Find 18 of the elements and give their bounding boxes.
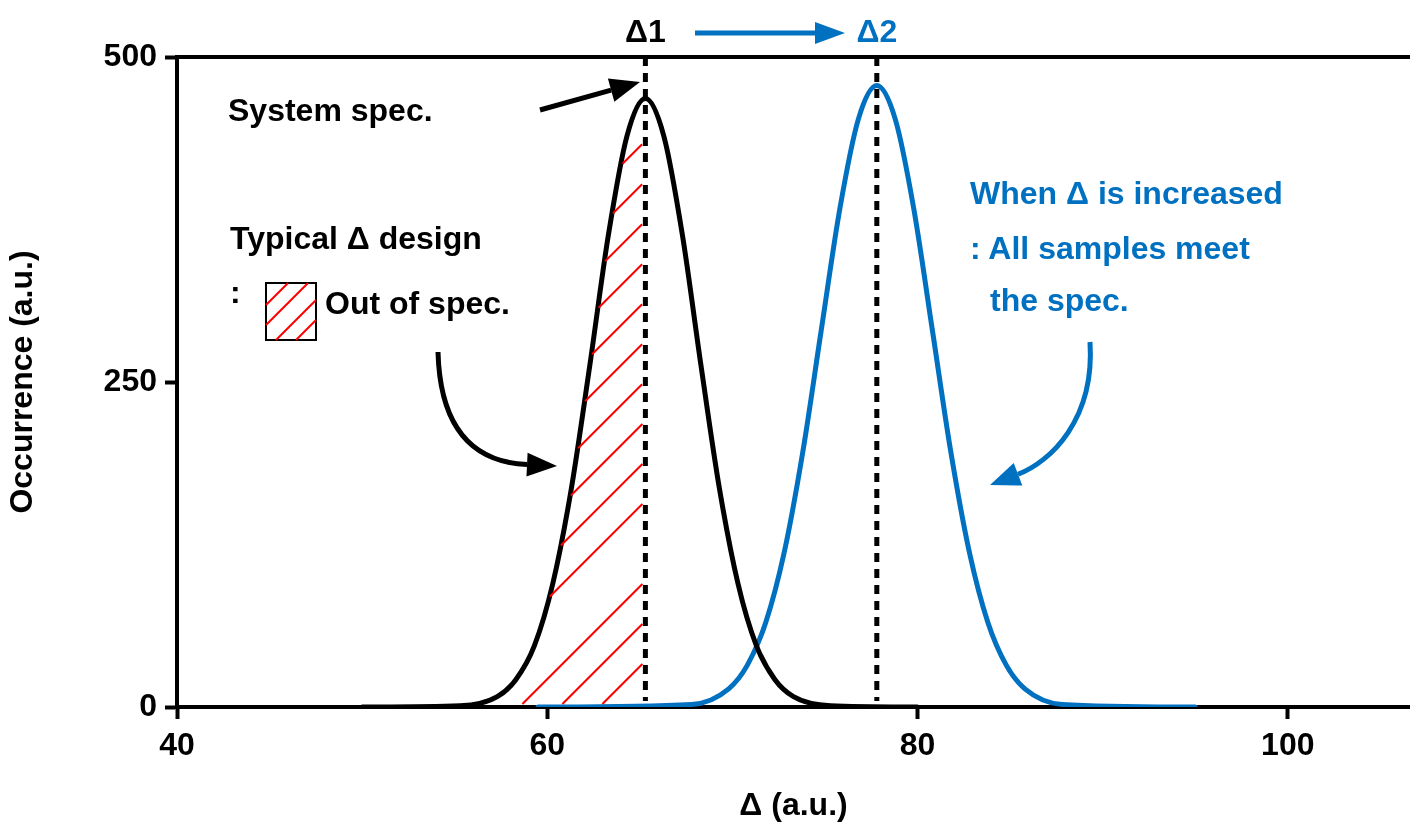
x-tick-label: 100 — [1261, 726, 1315, 763]
ref-line-label: Δ1 — [624, 12, 666, 49]
annotation: When Δ is increased — [970, 174, 1283, 211]
x-axis-title: Δ (a.u.) — [739, 785, 848, 822]
annotation: Out of spec. — [325, 284, 510, 321]
y-axis-title: Occurrence (a.u.) — [3, 250, 40, 514]
annotation: Typical Δ design — [230, 219, 482, 256]
annotation: : All samples meet — [970, 229, 1251, 266]
y-tick-label: 250 — [103, 361, 157, 398]
annotation: : — [230, 273, 241, 310]
annotation: the spec. — [990, 281, 1129, 318]
annotation: System spec. — [228, 91, 433, 128]
x-tick-label: 40 — [159, 726, 195, 763]
y-tick-label: 500 — [103, 36, 157, 73]
x-tick-label: 60 — [529, 726, 566, 763]
ref-line-label: Δ2 — [856, 12, 898, 49]
y-tick-label: 0 — [139, 686, 157, 723]
x-tick-label: 80 — [899, 726, 936, 763]
